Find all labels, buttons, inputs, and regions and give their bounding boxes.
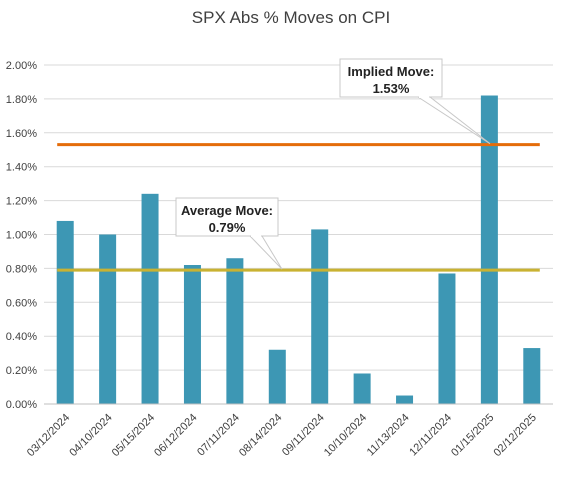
callout-value: 0.79% bbox=[209, 220, 246, 235]
bar bbox=[183, 265, 201, 404]
bar bbox=[438, 273, 456, 404]
callout-pointer bbox=[248, 235, 283, 270]
bar bbox=[141, 193, 159, 404]
bar bbox=[523, 348, 541, 404]
reference-line-layer bbox=[57, 143, 540, 272]
grid-layer bbox=[44, 64, 553, 405]
bar bbox=[311, 229, 329, 404]
y-tick-label: 0.20% bbox=[6, 365, 37, 377]
y-tick-label: 0.00% bbox=[6, 399, 37, 411]
y-tick-label: 1.00% bbox=[6, 230, 37, 242]
x-tick-label: 04/10/2024 bbox=[67, 412, 114, 459]
callout-pointer bbox=[416, 96, 491, 145]
x-tick-label: 11/13/2024 bbox=[365, 412, 412, 459]
x-tick-label: 12/11/2024 bbox=[407, 412, 454, 459]
callout-box bbox=[175, 197, 279, 237]
bar bbox=[353, 373, 371, 404]
y-tick-label: 0.80% bbox=[6, 263, 37, 275]
y-tick-label: 1.80% bbox=[6, 94, 37, 106]
chart-title: SPX Abs % Moves on CPI bbox=[191, 8, 391, 27]
x-tick-label: 09/11/2024 bbox=[280, 412, 327, 459]
x-tick-label: 05/15/2024 bbox=[110, 412, 157, 459]
bar bbox=[99, 234, 117, 404]
bar bbox=[480, 95, 498, 404]
x-tick-label: 10/10/2024 bbox=[322, 412, 369, 459]
callout-title: Implied Move: bbox=[348, 64, 435, 79]
y-tick-label: 0.40% bbox=[6, 331, 37, 343]
x-tick-label: 03/12/2024 bbox=[25, 412, 72, 459]
callout-title: Average Move: bbox=[181, 203, 273, 218]
y-tick-label: 0.60% bbox=[6, 297, 37, 309]
y-tick-label: 1.20% bbox=[6, 196, 37, 208]
x-tick-label: 02/12/2025 bbox=[491, 412, 538, 459]
bar bbox=[56, 220, 74, 404]
bar bbox=[396, 395, 414, 404]
callout: Average Move: 0.79% bbox=[175, 197, 283, 270]
y-tick-label: 2.00% bbox=[6, 60, 37, 72]
x-tick-label: 01/15/2025 bbox=[449, 412, 496, 459]
x-tick-label: 08/14/2024 bbox=[237, 412, 284, 459]
callout-box bbox=[339, 58, 443, 98]
x-tick-label: 07/11/2024 bbox=[195, 412, 242, 459]
y-tick-label: 1.60% bbox=[6, 128, 37, 140]
bar bbox=[268, 349, 286, 404]
x-tick-label: 06/12/2024 bbox=[152, 412, 199, 459]
bar-layer bbox=[56, 95, 541, 404]
y-tick-label: 1.40% bbox=[6, 162, 37, 174]
bar bbox=[226, 258, 244, 404]
callout-value: 1.53% bbox=[373, 81, 410, 96]
callout: Implied Move: 1.53% bbox=[339, 58, 491, 145]
callout-layer: Implied Move: 1.53% Average Move: 0.79% bbox=[175, 58, 491, 270]
